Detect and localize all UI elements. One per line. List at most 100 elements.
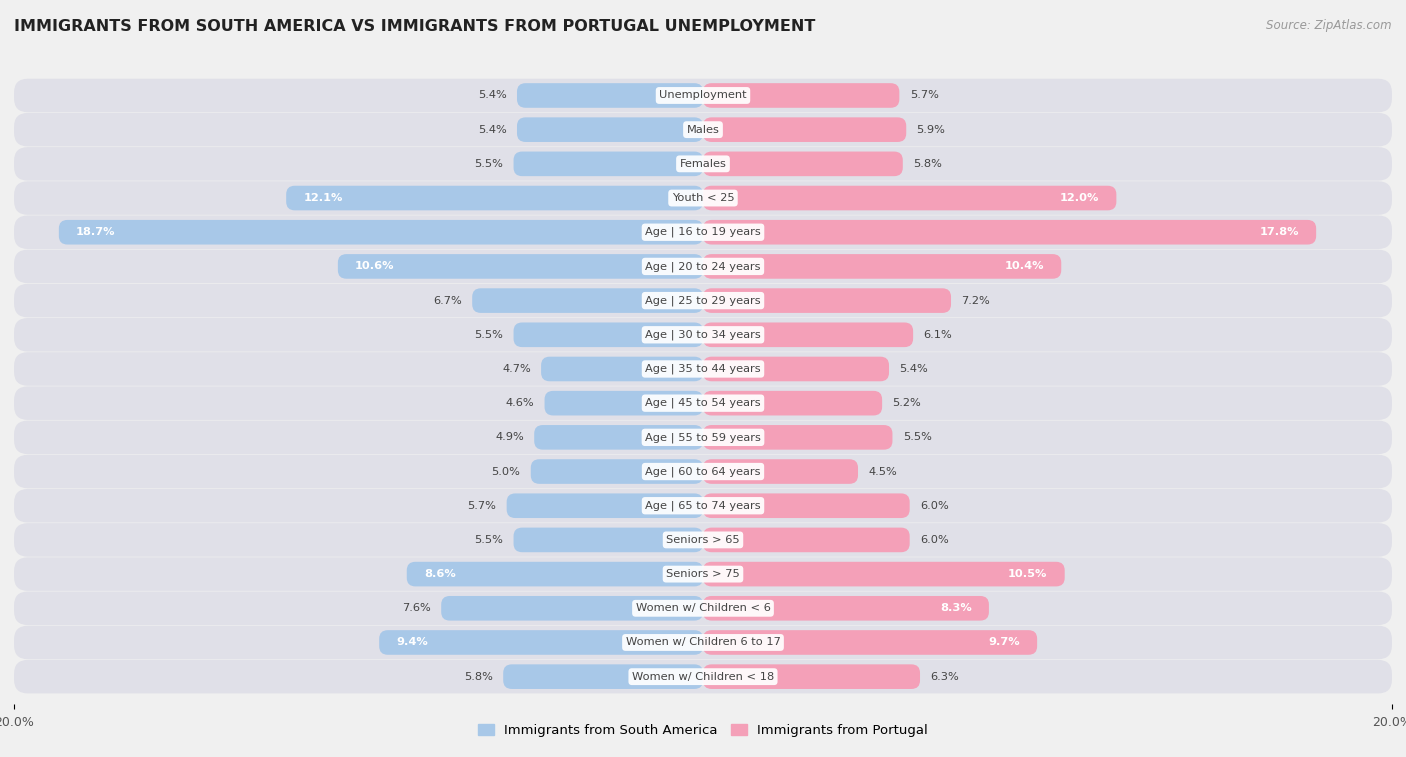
FancyBboxPatch shape bbox=[517, 83, 703, 107]
FancyBboxPatch shape bbox=[337, 254, 703, 279]
Text: 5.7%: 5.7% bbox=[910, 91, 939, 101]
Text: 8.3%: 8.3% bbox=[941, 603, 972, 613]
FancyBboxPatch shape bbox=[14, 557, 1392, 591]
FancyBboxPatch shape bbox=[544, 391, 703, 416]
FancyBboxPatch shape bbox=[703, 83, 900, 107]
Text: Age | 45 to 54 years: Age | 45 to 54 years bbox=[645, 398, 761, 409]
FancyBboxPatch shape bbox=[14, 216, 1392, 249]
Text: Seniors > 75: Seniors > 75 bbox=[666, 569, 740, 579]
FancyBboxPatch shape bbox=[703, 220, 1316, 245]
FancyBboxPatch shape bbox=[503, 665, 703, 689]
FancyBboxPatch shape bbox=[513, 528, 703, 552]
Text: 5.8%: 5.8% bbox=[464, 671, 494, 681]
Text: Age | 20 to 24 years: Age | 20 to 24 years bbox=[645, 261, 761, 272]
Text: 6.0%: 6.0% bbox=[920, 500, 949, 511]
Text: Males: Males bbox=[686, 125, 720, 135]
FancyBboxPatch shape bbox=[406, 562, 703, 587]
FancyBboxPatch shape bbox=[703, 425, 893, 450]
Text: 18.7%: 18.7% bbox=[76, 227, 115, 237]
FancyBboxPatch shape bbox=[541, 357, 703, 382]
Text: 6.3%: 6.3% bbox=[931, 671, 959, 681]
FancyBboxPatch shape bbox=[14, 79, 1392, 112]
Text: Women w/ Children < 18: Women w/ Children < 18 bbox=[631, 671, 775, 681]
FancyBboxPatch shape bbox=[703, 357, 889, 382]
Text: 9.4%: 9.4% bbox=[396, 637, 429, 647]
FancyBboxPatch shape bbox=[703, 665, 920, 689]
Text: 5.4%: 5.4% bbox=[900, 364, 928, 374]
Text: 6.1%: 6.1% bbox=[924, 330, 952, 340]
Text: 5.4%: 5.4% bbox=[478, 91, 506, 101]
Text: Women w/ Children < 6: Women w/ Children < 6 bbox=[636, 603, 770, 613]
Text: 17.8%: 17.8% bbox=[1260, 227, 1299, 237]
Text: 5.7%: 5.7% bbox=[467, 500, 496, 511]
FancyBboxPatch shape bbox=[703, 562, 1064, 587]
FancyBboxPatch shape bbox=[14, 352, 1392, 386]
FancyBboxPatch shape bbox=[14, 147, 1392, 181]
Text: Age | 30 to 34 years: Age | 30 to 34 years bbox=[645, 329, 761, 340]
Text: 6.0%: 6.0% bbox=[920, 535, 949, 545]
Text: Age | 16 to 19 years: Age | 16 to 19 years bbox=[645, 227, 761, 238]
FancyBboxPatch shape bbox=[703, 288, 950, 313]
Text: Source: ZipAtlas.com: Source: ZipAtlas.com bbox=[1267, 19, 1392, 32]
Text: 5.2%: 5.2% bbox=[893, 398, 921, 408]
Text: Age | 35 to 44 years: Age | 35 to 44 years bbox=[645, 363, 761, 374]
FancyBboxPatch shape bbox=[703, 151, 903, 176]
Text: 5.0%: 5.0% bbox=[492, 466, 520, 477]
FancyBboxPatch shape bbox=[703, 630, 1038, 655]
Text: Youth < 25: Youth < 25 bbox=[672, 193, 734, 203]
FancyBboxPatch shape bbox=[703, 459, 858, 484]
Text: 5.8%: 5.8% bbox=[912, 159, 942, 169]
FancyBboxPatch shape bbox=[14, 626, 1392, 659]
FancyBboxPatch shape bbox=[14, 455, 1392, 488]
Text: 4.6%: 4.6% bbox=[506, 398, 534, 408]
FancyBboxPatch shape bbox=[14, 284, 1392, 317]
FancyBboxPatch shape bbox=[703, 494, 910, 518]
Text: 12.1%: 12.1% bbox=[304, 193, 343, 203]
FancyBboxPatch shape bbox=[703, 528, 910, 552]
FancyBboxPatch shape bbox=[472, 288, 703, 313]
Text: 7.6%: 7.6% bbox=[402, 603, 430, 613]
Text: 10.4%: 10.4% bbox=[1004, 261, 1045, 272]
FancyBboxPatch shape bbox=[531, 459, 703, 484]
FancyBboxPatch shape bbox=[534, 425, 703, 450]
FancyBboxPatch shape bbox=[14, 523, 1392, 556]
FancyBboxPatch shape bbox=[14, 489, 1392, 522]
FancyBboxPatch shape bbox=[14, 421, 1392, 454]
Text: Women w/ Children 6 to 17: Women w/ Children 6 to 17 bbox=[626, 637, 780, 647]
FancyBboxPatch shape bbox=[513, 151, 703, 176]
Text: Age | 65 to 74 years: Age | 65 to 74 years bbox=[645, 500, 761, 511]
Text: Age | 55 to 59 years: Age | 55 to 59 years bbox=[645, 432, 761, 443]
FancyBboxPatch shape bbox=[59, 220, 703, 245]
Text: 8.6%: 8.6% bbox=[425, 569, 456, 579]
FancyBboxPatch shape bbox=[703, 185, 1116, 210]
FancyBboxPatch shape bbox=[380, 630, 703, 655]
FancyBboxPatch shape bbox=[506, 494, 703, 518]
FancyBboxPatch shape bbox=[703, 117, 907, 142]
Text: 4.7%: 4.7% bbox=[502, 364, 531, 374]
Text: 5.9%: 5.9% bbox=[917, 125, 945, 135]
FancyBboxPatch shape bbox=[513, 322, 703, 347]
Text: 7.2%: 7.2% bbox=[962, 295, 990, 306]
FancyBboxPatch shape bbox=[14, 591, 1392, 625]
Text: Females: Females bbox=[679, 159, 727, 169]
Text: Seniors > 65: Seniors > 65 bbox=[666, 535, 740, 545]
FancyBboxPatch shape bbox=[14, 386, 1392, 420]
Text: 10.5%: 10.5% bbox=[1008, 569, 1047, 579]
Text: 5.5%: 5.5% bbox=[474, 159, 503, 169]
Text: 5.4%: 5.4% bbox=[478, 125, 506, 135]
Text: 6.7%: 6.7% bbox=[433, 295, 461, 306]
FancyBboxPatch shape bbox=[14, 660, 1392, 693]
Text: 12.0%: 12.0% bbox=[1060, 193, 1099, 203]
FancyBboxPatch shape bbox=[703, 254, 1062, 279]
Text: 10.6%: 10.6% bbox=[356, 261, 395, 272]
Text: 5.5%: 5.5% bbox=[903, 432, 932, 442]
FancyBboxPatch shape bbox=[703, 322, 912, 347]
Text: Age | 60 to 64 years: Age | 60 to 64 years bbox=[645, 466, 761, 477]
Text: IMMIGRANTS FROM SOUTH AMERICA VS IMMIGRANTS FROM PORTUGAL UNEMPLOYMENT: IMMIGRANTS FROM SOUTH AMERICA VS IMMIGRA… bbox=[14, 19, 815, 34]
Text: 9.7%: 9.7% bbox=[988, 637, 1019, 647]
Text: 5.5%: 5.5% bbox=[474, 330, 503, 340]
FancyBboxPatch shape bbox=[14, 250, 1392, 283]
FancyBboxPatch shape bbox=[14, 181, 1392, 215]
FancyBboxPatch shape bbox=[287, 185, 703, 210]
FancyBboxPatch shape bbox=[441, 596, 703, 621]
